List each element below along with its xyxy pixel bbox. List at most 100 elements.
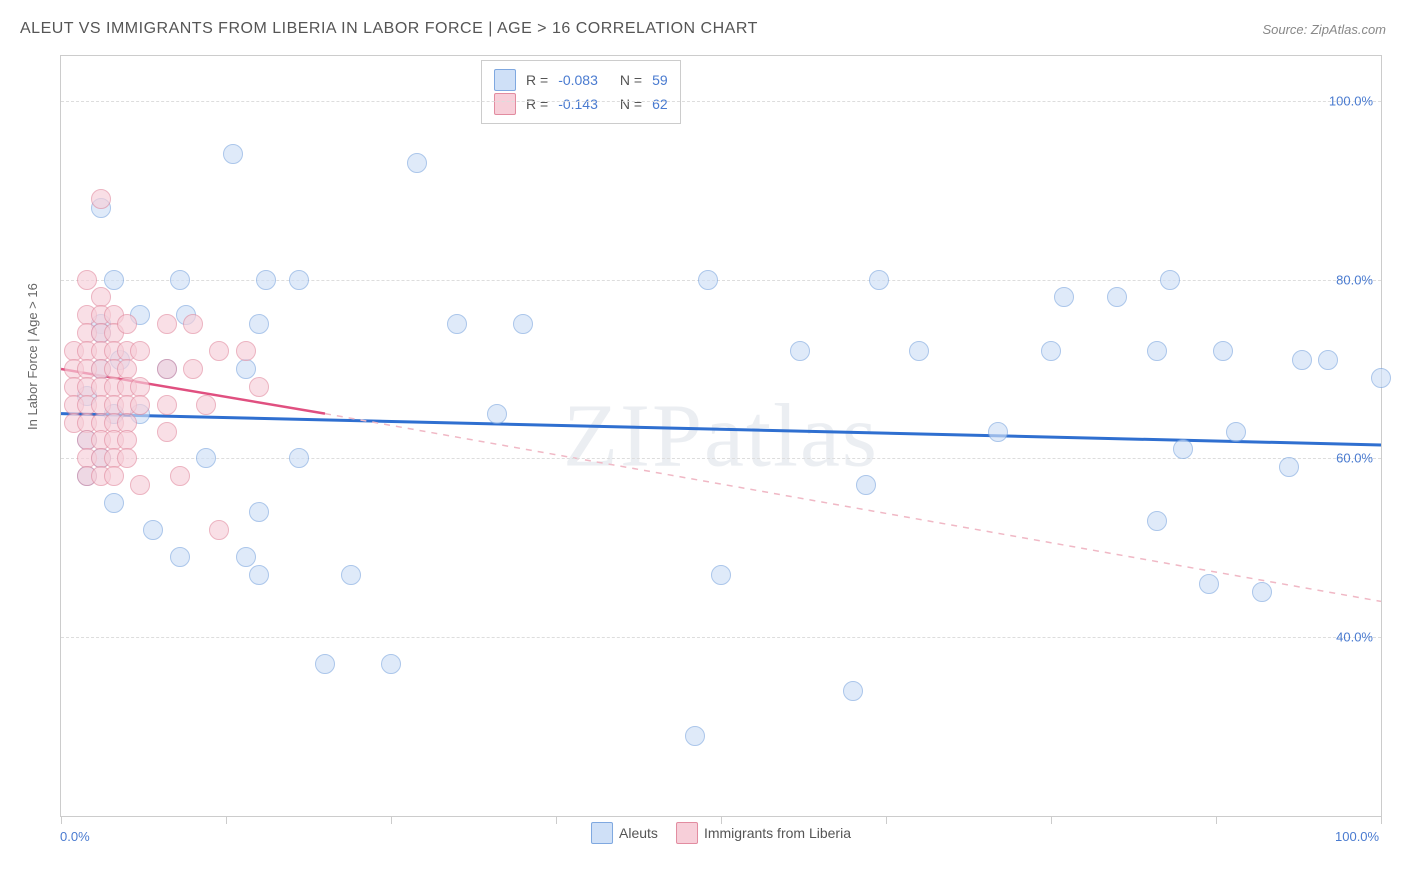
scatter-point (183, 314, 203, 334)
scatter-point (117, 448, 137, 468)
stats-row: R = -0.083 N = 59 (494, 69, 668, 91)
scatter-point (223, 144, 243, 164)
scatter-point (869, 270, 889, 290)
stats-n-label: N = (620, 96, 642, 112)
scatter-point (685, 726, 705, 746)
scatter-point (104, 270, 124, 290)
trend-line (325, 414, 1381, 602)
scatter-point (1199, 574, 1219, 594)
stats-n-value: 59 (652, 72, 668, 88)
scatter-point (698, 270, 718, 290)
scatter-point (157, 395, 177, 415)
scatter-point (236, 359, 256, 379)
scatter-point (170, 466, 190, 486)
scatter-point (196, 448, 216, 468)
stats-r-value: -0.143 (558, 96, 598, 112)
x-tick (721, 816, 722, 824)
stats-n-label: N = (620, 72, 642, 88)
y-tick-label: 100.0% (1329, 93, 1373, 108)
stats-r-label: R = (526, 72, 548, 88)
scatter-point (289, 448, 309, 468)
scatter-point (157, 422, 177, 442)
x-tick (61, 816, 62, 824)
scatter-point (249, 502, 269, 522)
scatter-point (1213, 341, 1233, 361)
scatter-point (711, 565, 731, 585)
scatter-point (236, 547, 256, 567)
scatter-point (1226, 422, 1246, 442)
scatter-point (1054, 287, 1074, 307)
x-tick (1051, 816, 1052, 824)
chart-title: ALEUT VS IMMIGRANTS FROM LIBERIA IN LABO… (20, 20, 758, 38)
x-tick (1216, 816, 1217, 824)
x-axis-max-label: 100.0% (1335, 829, 1379, 844)
legend-item: Aleuts (591, 822, 658, 844)
x-axis-min-label: 0.0% (60, 829, 90, 844)
scatter-point (249, 314, 269, 334)
scatter-point (381, 654, 401, 674)
scatter-point (170, 270, 190, 290)
scatter-point (1147, 511, 1167, 531)
stats-r-value: -0.083 (558, 72, 598, 88)
scatter-point (1371, 368, 1391, 388)
legend-swatch (494, 93, 516, 115)
scatter-point (249, 565, 269, 585)
scatter-point (249, 377, 269, 397)
scatter-point (1160, 270, 1180, 290)
scatter-point (130, 395, 150, 415)
scatter-point (315, 654, 335, 674)
legend-swatch (676, 822, 698, 844)
scatter-point (196, 395, 216, 415)
scatter-point (341, 565, 361, 585)
scatter-point (117, 314, 137, 334)
gridline-h (61, 637, 1381, 638)
scatter-point (236, 341, 256, 361)
scatter-point (407, 153, 427, 173)
scatter-point (843, 681, 863, 701)
x-tick (391, 816, 392, 824)
scatter-point (77, 270, 97, 290)
trend-lines-layer (61, 56, 1381, 816)
stats-row: R = -0.143 N = 62 (494, 93, 668, 115)
scatter-point (157, 314, 177, 334)
gridline-h (61, 101, 1381, 102)
scatter-point (1173, 439, 1193, 459)
y-tick-label: 60.0% (1336, 451, 1373, 466)
title-bar: ALEUT VS IMMIGRANTS FROM LIBERIA IN LABO… (20, 20, 1386, 38)
legend-item: Immigrants from Liberia (676, 822, 851, 844)
scatter-point (1292, 350, 1312, 370)
legend-swatch (591, 822, 613, 844)
legend-swatch (494, 69, 516, 91)
scatter-point (91, 189, 111, 209)
scatter-point (487, 404, 507, 424)
bottom-legend: Aleuts Immigrants from Liberia (591, 822, 851, 844)
stats-r-label: R = (526, 96, 548, 112)
legend-label: Immigrants from Liberia (704, 825, 851, 841)
x-tick (556, 816, 557, 824)
scatter-point (1147, 341, 1167, 361)
legend-label: Aleuts (619, 825, 658, 841)
stats-legend-box: R = -0.083 N = 59 R = -0.143 N = 62 (481, 60, 681, 124)
y-axis-title: In Labor Force | Age > 16 (25, 283, 40, 430)
scatter-point (909, 341, 929, 361)
scatter-point (1107, 287, 1127, 307)
scatter-point (1041, 341, 1061, 361)
scatter-point (447, 314, 467, 334)
scatter-point (513, 314, 533, 334)
scatter-point (988, 422, 1008, 442)
scatter-point (130, 341, 150, 361)
scatter-point (209, 520, 229, 540)
scatter-point (130, 475, 150, 495)
scatter-point (104, 466, 124, 486)
y-tick-label: 40.0% (1336, 630, 1373, 645)
scatter-point (289, 270, 309, 290)
scatter-point (157, 359, 177, 379)
stats-n-value: 62 (652, 96, 668, 112)
scatter-point (143, 520, 163, 540)
y-tick-label: 80.0% (1336, 272, 1373, 287)
scatter-point (790, 341, 810, 361)
scatter-point (104, 493, 124, 513)
scatter-point (856, 475, 876, 495)
x-tick (226, 816, 227, 824)
scatter-point (170, 547, 190, 567)
